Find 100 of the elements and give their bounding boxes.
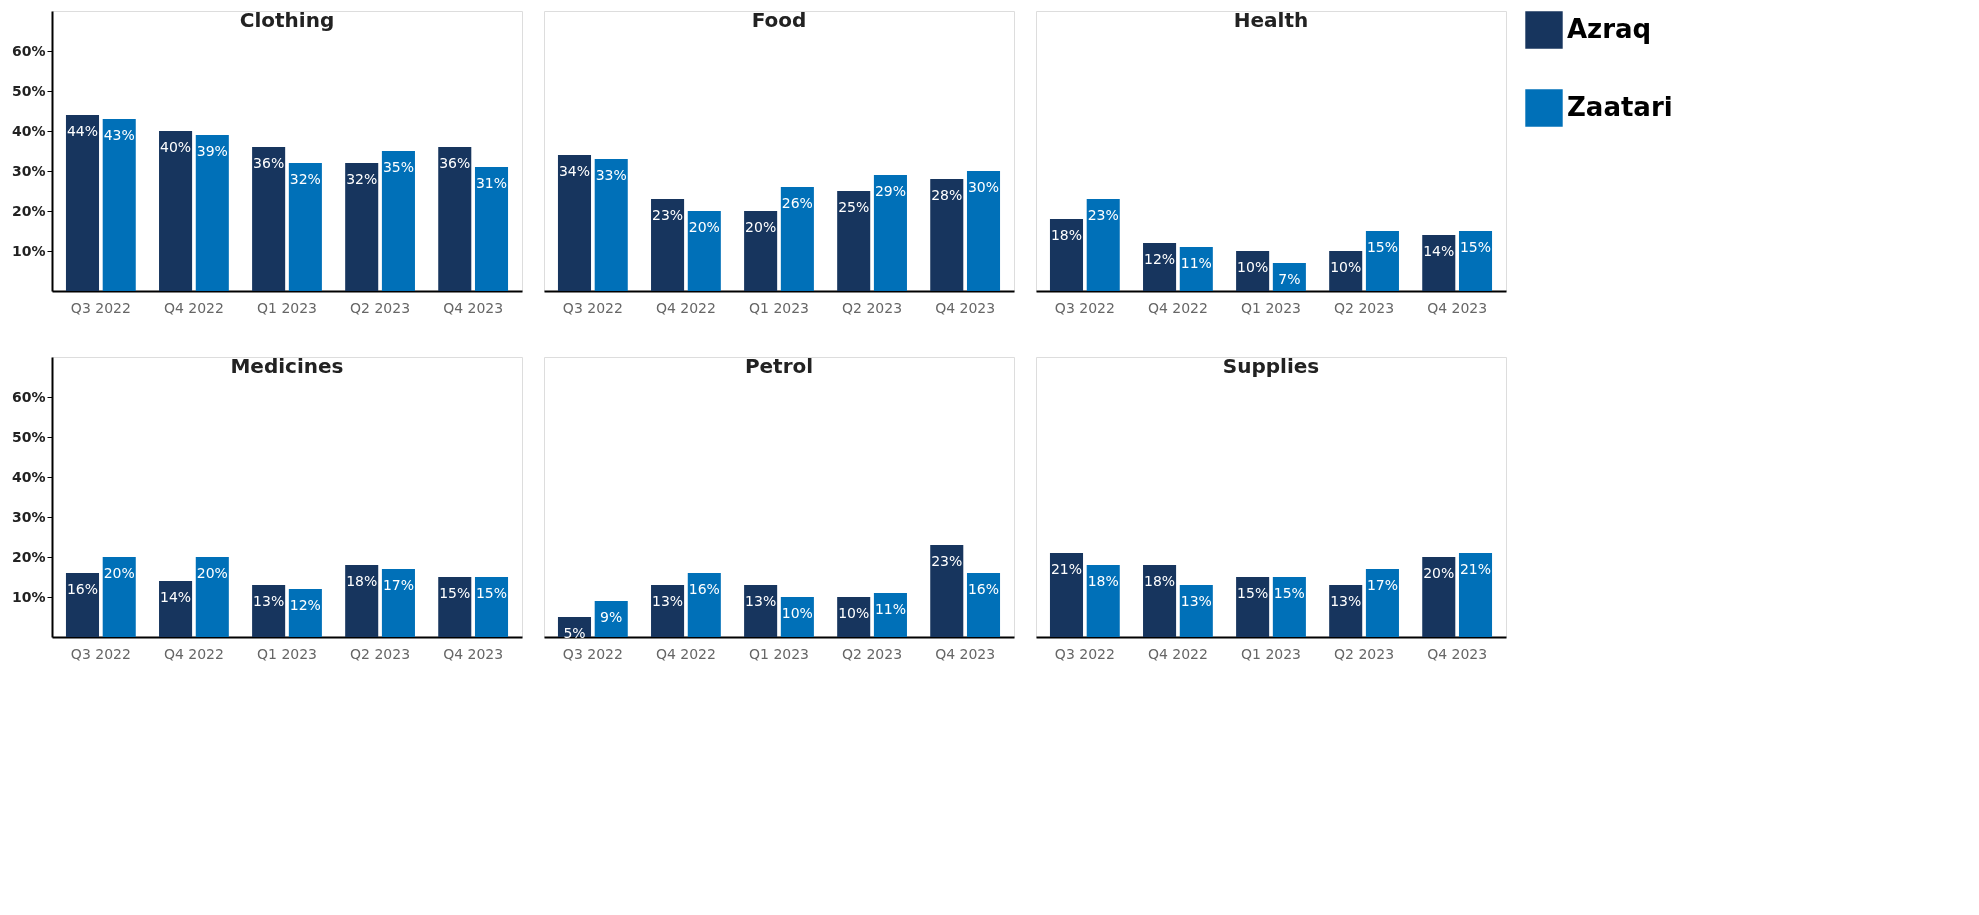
- data-label: 16%: [66, 581, 99, 597]
- x-tick-label: Q1 2023: [1240, 299, 1302, 316]
- x-tick-label: Q2 2023: [350, 299, 411, 316]
- data-label: 12%: [289, 597, 321, 613]
- data-label: 14%: [1423, 243, 1455, 259]
- data-label: 12%: [1144, 251, 1176, 267]
- data-label: 31%: [475, 175, 508, 191]
- x-tick-label: Q3 2022: [562, 299, 623, 316]
- x-tick-label: Q4 2023: [1427, 645, 1488, 662]
- data-label: 34%: [558, 163, 591, 179]
- x-tick-label: Q4 2023: [443, 299, 504, 316]
- data-label: 16%: [688, 581, 720, 597]
- data-label: 13%: [652, 593, 684, 609]
- bar: [159, 131, 193, 291]
- x-tick-label: Q2 2023: [1334, 645, 1395, 662]
- bar: [65, 115, 100, 291]
- bar: [930, 545, 964, 637]
- x-tick-label: Q2 2023: [842, 299, 903, 316]
- data-label: 13%: [745, 593, 777, 609]
- data-label: 7%: [1278, 271, 1301, 287]
- bar: [381, 151, 415, 291]
- data-label: 26%: [781, 195, 813, 211]
- bar: [345, 565, 379, 637]
- data-label: 18%: [346, 573, 378, 589]
- bar: [252, 585, 286, 637]
- data-label: 15%: [1459, 239, 1492, 255]
- bar: [345, 163, 379, 291]
- x-tick-label: Q4 2022: [163, 299, 224, 316]
- bar: [1422, 557, 1456, 637]
- bar: [1143, 243, 1177, 291]
- x-tick-label: Q4 2022: [655, 645, 716, 662]
- data-label: 32%: [346, 171, 378, 187]
- data-label: 17%: [1366, 577, 1398, 593]
- data-label: 11%: [874, 601, 906, 617]
- bar: [1179, 585, 1213, 637]
- x-tick-label: Q3 2022: [70, 299, 131, 316]
- y-tick-label: 20%: [11, 548, 46, 565]
- data-label: 40%: [160, 139, 192, 155]
- bar: [1049, 553, 1084, 637]
- data-label: 15%: [1273, 585, 1305, 601]
- bar: [651, 585, 685, 637]
- bar: [65, 573, 100, 637]
- y-tick-label: 10%: [11, 242, 46, 259]
- bar: [102, 557, 136, 637]
- bar: [1329, 585, 1363, 637]
- x-tick-label: Q1 2023: [1240, 645, 1302, 662]
- y-tick-label: 40%: [11, 468, 46, 485]
- data-label: 15%: [1237, 585, 1269, 601]
- data-label: 29%: [874, 183, 906, 199]
- bar: [651, 199, 685, 291]
- bar: [1422, 235, 1456, 291]
- data-label: 10%: [781, 605, 813, 621]
- data-label: 39%: [196, 143, 228, 159]
- bar: [594, 159, 628, 291]
- x-tick-label: Q4 2022: [163, 645, 224, 662]
- x-tick-label: Q2 2023: [842, 645, 903, 662]
- data-label: 5%: [563, 625, 586, 641]
- bar: [1365, 569, 1399, 637]
- x-tick-label: Q3 2022: [1054, 299, 1115, 316]
- y-tick-label: 40%: [11, 122, 46, 139]
- x-tick-label: Q3 2022: [70, 645, 131, 662]
- data-label: 14%: [160, 589, 192, 605]
- data-label: 20%: [1423, 565, 1455, 581]
- data-label: 23%: [931, 553, 963, 569]
- data-label: 23%: [1087, 207, 1119, 223]
- data-label: 44%: [66, 123, 99, 139]
- bar: [474, 577, 509, 637]
- data-label: 35%: [382, 159, 414, 175]
- chart-title: Health: [1233, 8, 1309, 32]
- data-label: 20%: [745, 219, 777, 235]
- bar: [1143, 565, 1177, 637]
- x-tick-label: Q1 2023: [256, 299, 318, 316]
- x-tick-label: Q1 2023: [256, 645, 318, 662]
- chart-title: Supplies: [1222, 354, 1320, 378]
- chart-title: Clothing: [239, 8, 335, 32]
- bar: [102, 119, 136, 291]
- chart-title: Petrol: [744, 354, 814, 378]
- bar: [1236, 577, 1270, 637]
- data-label: 13%: [1180, 593, 1212, 609]
- bar: [438, 577, 472, 637]
- x-tick-label: Q4 2023: [1427, 299, 1488, 316]
- data-label: 9%: [600, 609, 623, 625]
- bar: [1272, 577, 1306, 637]
- data-label: 18%: [1087, 573, 1119, 589]
- bar: [159, 581, 193, 637]
- bar: [381, 569, 415, 637]
- data-label: 21%: [1459, 561, 1492, 577]
- bar: [744, 211, 778, 291]
- data-label: 33%: [595, 167, 627, 183]
- data-label: 16%: [967, 581, 1000, 597]
- x-tick-label: Q4 2023: [935, 299, 996, 316]
- x-tick-label: Q1 2023: [748, 299, 810, 316]
- bar: [1049, 219, 1084, 291]
- x-tick-label: Q2 2023: [350, 645, 411, 662]
- bar: [438, 147, 472, 291]
- bar: [557, 155, 592, 291]
- chart-title: Food: [751, 8, 807, 32]
- bar: [780, 187, 814, 291]
- data-label: 28%: [931, 187, 963, 203]
- data-label: 36%: [439, 155, 471, 171]
